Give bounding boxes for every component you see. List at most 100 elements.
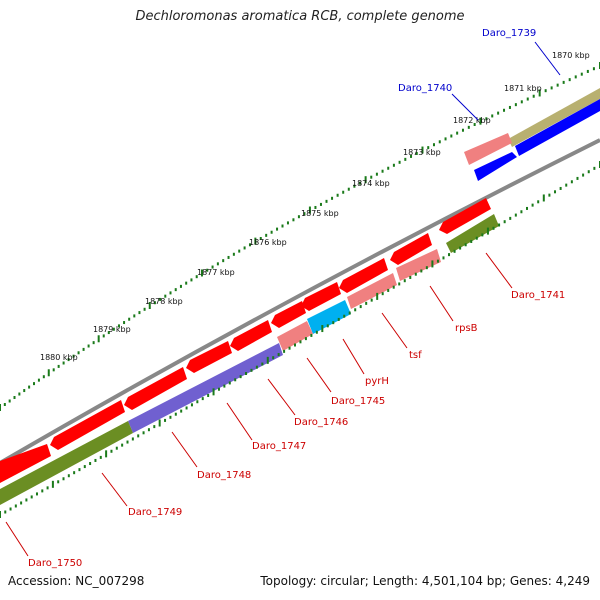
gene-rpsB[interactable] bbox=[390, 233, 432, 265]
tick-mark bbox=[23, 389, 26, 393]
tick-mark bbox=[281, 224, 284, 228]
tick-mark bbox=[266, 356, 269, 364]
tick-mark bbox=[459, 246, 462, 250]
tick-mark bbox=[8, 399, 11, 403]
gene-label-pyrH[interactable]: pyrH bbox=[365, 376, 389, 387]
tick-mark bbox=[337, 317, 340, 321]
tick-mark bbox=[0, 511, 1, 518]
tick-mark bbox=[526, 206, 529, 210]
gene-labels: Daro_1739 Daro_1740 Daro_1741 rpsB tsf p… bbox=[28, 28, 565, 569]
gene-daro-1746[interactable] bbox=[230, 320, 272, 351]
gene-daro-1750[interactable] bbox=[0, 444, 51, 483]
gene-label-daro-1748[interactable]: Daro_1748 bbox=[197, 470, 251, 481]
tick-mark bbox=[223, 384, 226, 388]
gene-pyrH[interactable] bbox=[301, 282, 341, 311]
tick-mark bbox=[234, 378, 237, 382]
gene-daro-1748[interactable] bbox=[124, 367, 187, 410]
tick-mark bbox=[331, 196, 334, 200]
tick-mark bbox=[185, 406, 188, 410]
gene-label-daro-1749[interactable]: Daro_1749 bbox=[128, 507, 182, 518]
gene-label-rpsB[interactable]: rpsB bbox=[455, 323, 478, 334]
tick-mark bbox=[212, 388, 215, 396]
tick-mark bbox=[250, 368, 253, 372]
tick-label: 1873 kbp bbox=[403, 148, 441, 157]
tick-mark bbox=[450, 134, 453, 138]
tick-mark bbox=[67, 358, 70, 362]
tick-mark bbox=[365, 301, 368, 305]
tick-mark bbox=[276, 227, 279, 231]
tick-mark bbox=[123, 321, 126, 325]
tick-mark bbox=[358, 181, 361, 185]
tick-mark bbox=[222, 259, 225, 263]
tick-mark bbox=[126, 440, 129, 444]
tick-label: 1878 kbp bbox=[145, 297, 183, 306]
gene-label-tsf[interactable]: tsf bbox=[409, 350, 422, 361]
gene-daro-1749[interactable] bbox=[50, 400, 125, 450]
gene-label-daro-1741[interactable]: Daro_1741 bbox=[511, 290, 565, 301]
tick-mark bbox=[342, 190, 345, 194]
tick-mark bbox=[164, 418, 167, 422]
tick-mark bbox=[538, 89, 541, 97]
genome-stats: Topology: circular; Length: 4,501,104 bp… bbox=[260, 574, 590, 588]
tick-dots bbox=[0, 62, 600, 518]
gene-label-daro-1750[interactable]: Daro_1750 bbox=[28, 558, 82, 569]
tick-mark bbox=[503, 220, 506, 224]
tick-mark bbox=[87, 344, 90, 348]
tick-mark bbox=[414, 272, 417, 276]
tick-label: 1872 kbp bbox=[453, 116, 491, 125]
tick-mark bbox=[381, 292, 384, 296]
tick-label: 1871 kbp bbox=[504, 84, 542, 93]
tick-mark bbox=[315, 330, 318, 334]
reverse-genes bbox=[0, 198, 491, 483]
gene-daro-1745[interactable] bbox=[271, 301, 306, 328]
gene-daro-1747[interactable] bbox=[186, 341, 232, 373]
tick-mark bbox=[562, 80, 565, 84]
gene-label-daro-1745[interactable]: Daro_1745 bbox=[331, 396, 385, 407]
tick-mark bbox=[77, 351, 80, 355]
tick-label: 1880 kbp bbox=[40, 353, 78, 362]
tick-mark bbox=[574, 75, 577, 79]
strip-khaki-1741 bbox=[446, 214, 499, 253]
gene-label-daro-1740[interactable]: Daro_1740 bbox=[398, 83, 452, 94]
tick-mark bbox=[321, 325, 324, 333]
tick-mark bbox=[570, 180, 573, 184]
gene-daro-1739[interactable] bbox=[515, 99, 600, 156]
tick-mark bbox=[420, 269, 423, 273]
tick-mark bbox=[72, 354, 75, 358]
tick-mark bbox=[138, 311, 141, 315]
tick-mark bbox=[347, 187, 350, 191]
tick-label: 1874 kbp bbox=[352, 179, 390, 188]
gene-label-daro-1746[interactable]: Daro_1746 bbox=[294, 417, 348, 428]
tick-mark bbox=[78, 468, 81, 472]
tick-mark bbox=[491, 114, 494, 118]
gene-tsf[interactable] bbox=[339, 258, 388, 293]
tick-mark bbox=[410, 154, 413, 158]
forward-pink-strip bbox=[464, 133, 512, 165]
tick-mark bbox=[14, 504, 17, 508]
tick-mark bbox=[537, 200, 540, 204]
tick-label: 1876 kbp bbox=[249, 238, 287, 247]
tick-mark bbox=[89, 462, 92, 466]
tick-mark bbox=[137, 434, 140, 438]
tick-mark bbox=[582, 173, 585, 177]
gene-daro-1740[interactable] bbox=[474, 152, 517, 181]
tick-mark bbox=[13, 396, 16, 400]
tick-mark bbox=[211, 265, 214, 269]
tick-mark bbox=[217, 387, 220, 391]
gene-label-daro-1739[interactable]: Daro_1739 bbox=[482, 28, 536, 39]
tick-mark bbox=[332, 321, 335, 325]
tick-mark bbox=[370, 175, 373, 179]
tick-mark bbox=[444, 137, 447, 141]
tick-mark bbox=[248, 243, 251, 247]
strip-khaki-left bbox=[0, 421, 133, 505]
gene-label-daro-1747[interactable]: Daro_1747 bbox=[252, 441, 306, 452]
tick-mark bbox=[415, 151, 418, 155]
tick-mark bbox=[41, 489, 44, 493]
tick-mark bbox=[158, 419, 161, 427]
tick-mark bbox=[143, 307, 146, 311]
tick-mark bbox=[99, 455, 102, 459]
tick-mark bbox=[20, 501, 23, 505]
gene-daro-1741[interactable] bbox=[439, 198, 491, 234]
tick-mark bbox=[554, 190, 557, 194]
tick-mark bbox=[453, 249, 456, 253]
